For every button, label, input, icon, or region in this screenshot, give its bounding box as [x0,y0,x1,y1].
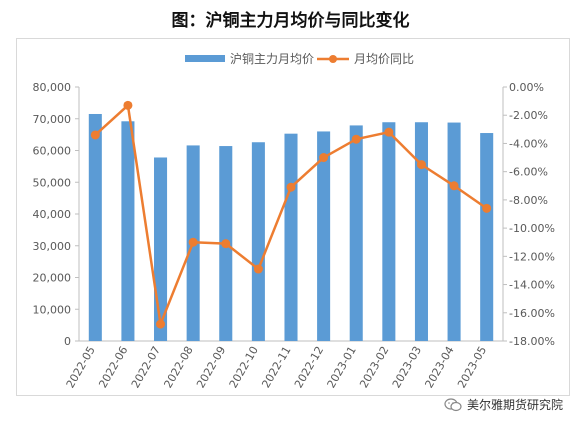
y-left-tick-label: 30,000 [33,240,72,253]
bar [251,142,265,341]
wechat-icon [444,397,462,411]
chart-frame: 沪铜主力月均价 月均价同比 0 10,000 20,000 30,000 40,000 50,… [16,38,570,396]
line-point [449,181,459,191]
y-left-tick-label: 50,000 [33,176,72,189]
y-right-tick-label: -18.00% [509,335,555,348]
x-tick-label: 2023-02 [357,344,391,390]
line-point [221,239,231,249]
y-right-tick-label: -10.00% [509,222,555,235]
line-point [384,127,394,137]
x-tick-label: 2022-12 [292,344,326,390]
legend-bar-label: 沪铜主力月均价 [230,51,314,66]
bar [317,131,331,341]
line-point [156,319,166,329]
bar [480,133,494,341]
line-point [286,182,296,192]
x-tick-label: 2022-10 [227,344,261,390]
x-tick-label: 2023-01 [325,344,359,390]
x-tick-label: 2022-11 [259,344,293,390]
x-tick-label: 2023-04 [422,344,456,390]
bar [382,122,396,342]
line-point [188,237,198,247]
y-right-tick-label: -8.00% [509,194,548,207]
x-tick-label: 2022-09 [194,344,228,390]
y-left-tick-label: 70,000 [33,113,72,126]
x-tick-label: 2022-06 [96,344,130,390]
x-tick-label: 2023-03 [390,344,424,390]
bar [414,122,428,342]
y-right-tick-label: -12.00% [509,250,555,263]
line-point [253,264,263,274]
x-tick-label: 2022-07 [129,344,163,390]
y-left-tick-label: 20,000 [33,272,72,285]
x-tick-label: 2022-08 [162,344,196,390]
y-left-tick-label: 0 [64,335,71,348]
bar [121,121,135,341]
chart-svg: 沪铜主力月均价 月均价同比 0 10,000 20,000 30,000 40,000 50,… [33,51,555,390]
bar [284,133,298,341]
watermark-text: 美尔雅期货研究院 [466,398,563,412]
watermark: 美尔雅期货研究院 [444,396,563,413]
y-left-tick-label: 80,000 [33,81,72,94]
line-point [90,130,100,140]
line-point [123,100,133,110]
bar [447,122,461,341]
chart-title: 图：沪铜主力月均价与同比变化 [171,11,410,31]
y-right-tick-label: -14.00% [509,279,555,292]
x-tick-label: 2023-05 [455,344,489,390]
x-tick-label: 2022-05 [64,344,98,390]
line-point [351,134,361,144]
legend-bar-swatch [185,55,225,62]
y-left-tick-label: 60,000 [33,145,72,158]
line-point [416,160,426,170]
legend-line-marker [329,55,337,63]
bar [88,113,102,341]
y-right-tick-label: -2.00% [509,109,548,122]
line-point [482,203,492,213]
y-right-tick-label: -6.00% [509,166,548,179]
y-right-tick-label: -4.00% [509,137,548,150]
line-point [319,153,329,163]
legend-line-label: 月均价同比 [354,52,414,66]
y-left-tick-label: 40,000 [33,208,72,221]
y-left-tick-label: 10,000 [33,303,72,316]
bar [349,125,363,341]
y-right-tick-label: -16.00% [509,307,555,320]
y-right-tick-label: 0.00% [509,81,544,94]
